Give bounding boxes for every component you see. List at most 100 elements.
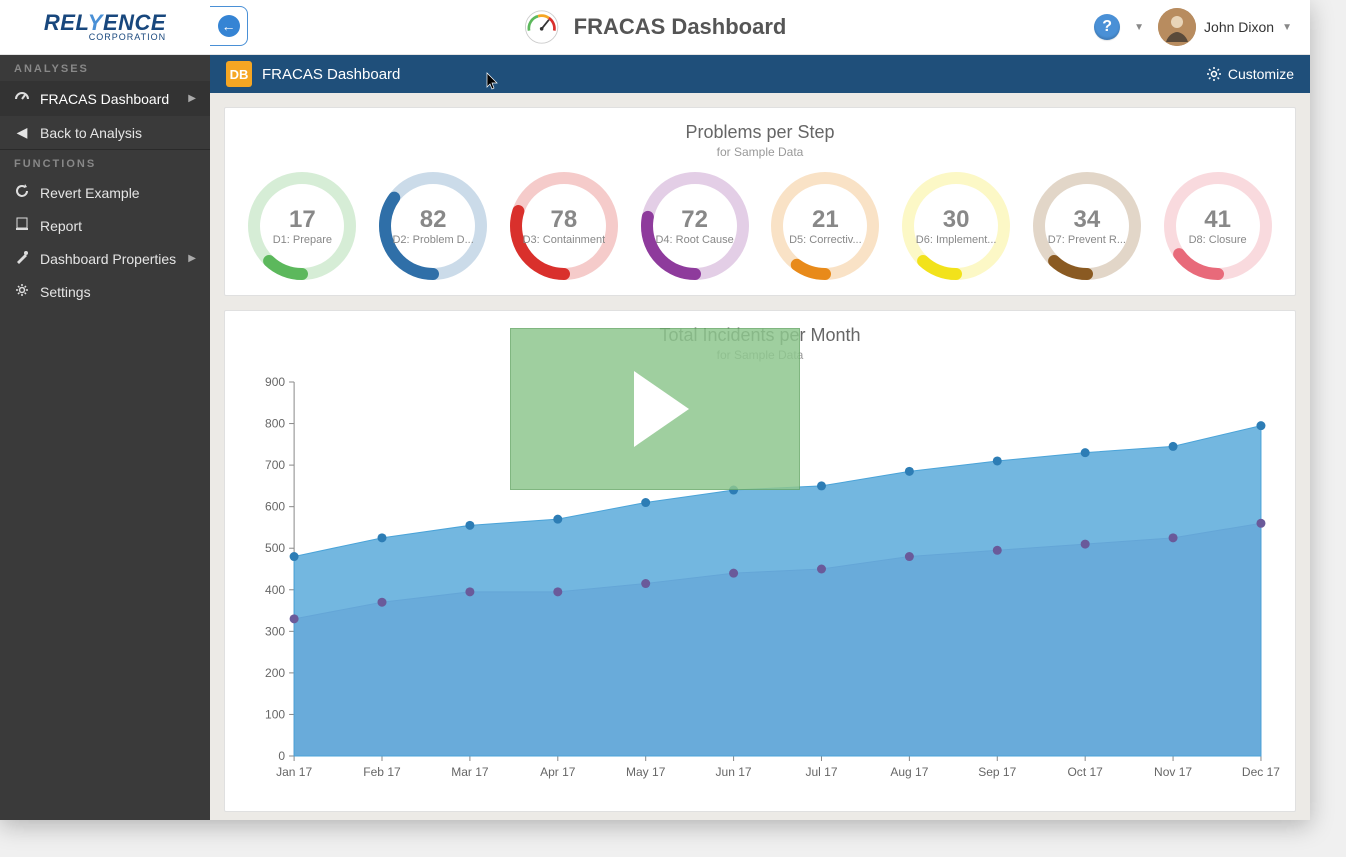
gear-icon bbox=[1206, 66, 1222, 82]
sidebar-item-label: Dashboard Properties bbox=[40, 251, 176, 267]
sidebar-item-back[interactable]: ◀ Back to Analysis bbox=[0, 116, 210, 149]
svg-text:Jul 17: Jul 17 bbox=[805, 765, 837, 779]
top-bar: RELYENCE CORPORATION ← FRACAS Dashboard … bbox=[0, 0, 1310, 55]
sidebar-item-fracas-dashboard[interactable]: FRACAS Dashboard ▶ bbox=[0, 81, 210, 116]
donut-label: D3: Containment bbox=[523, 234, 606, 246]
revert-icon bbox=[14, 184, 30, 201]
problems-panel-subtitle: for Sample Data bbox=[239, 145, 1281, 159]
svg-text:500: 500 bbox=[265, 541, 285, 555]
donut-value: 78 bbox=[551, 206, 578, 234]
donut-4: 21D5: Correctiv... bbox=[762, 171, 889, 281]
svg-text:Jan 17: Jan 17 bbox=[276, 765, 312, 779]
svg-text:Feb 17: Feb 17 bbox=[363, 765, 401, 779]
report-icon bbox=[14, 217, 30, 234]
donut-7: 41D8: Closure bbox=[1154, 171, 1281, 281]
donut-1: 82D2: Problem D... bbox=[370, 171, 497, 281]
main-area: DB FRACAS Dashboard Customize Problems p… bbox=[210, 55, 1310, 820]
sidebar-section-analyses: ANALYSES bbox=[0, 55, 210, 81]
dashboard-icon bbox=[14, 89, 30, 108]
donut-2: 78D3: Containment bbox=[501, 171, 628, 281]
svg-text:0: 0 bbox=[278, 749, 285, 763]
user-name: John Dixon bbox=[1204, 19, 1274, 35]
app-window: RELYENCE CORPORATION ← FRACAS Dashboard … bbox=[0, 0, 1310, 820]
sidebar-item-label: Report bbox=[40, 218, 82, 234]
user-menu[interactable]: John Dixon ▼ bbox=[1158, 8, 1292, 46]
svg-text:100: 100 bbox=[265, 707, 285, 721]
gauge-icon bbox=[524, 9, 560, 45]
user-dropdown-caret: ▼ bbox=[1282, 22, 1292, 33]
sidebar-item-label: Back to Analysis bbox=[40, 125, 142, 141]
sidebar-item-label: Revert Example bbox=[40, 185, 140, 201]
donuts-row: 17D1: Prepare82D2: Problem D...78D3: Con… bbox=[239, 171, 1281, 281]
donut-value: 72 bbox=[681, 206, 708, 234]
properties-icon bbox=[14, 250, 30, 267]
sidebar-item-revert[interactable]: Revert Example bbox=[0, 176, 210, 209]
svg-text:Sep 17: Sep 17 bbox=[978, 765, 1016, 779]
svg-text:600: 600 bbox=[265, 500, 285, 514]
help-button[interactable]: ? bbox=[1094, 14, 1120, 40]
donut-label: D4: Root Cause bbox=[655, 234, 733, 246]
sidebar-item-settings[interactable]: Settings bbox=[0, 275, 210, 308]
svg-text:May 17: May 17 bbox=[626, 765, 666, 779]
back-icon: ◀ bbox=[14, 124, 30, 141]
svg-text:400: 400 bbox=[265, 583, 285, 597]
svg-text:900: 900 bbox=[265, 375, 285, 389]
svg-text:300: 300 bbox=[265, 624, 285, 638]
donut-6: 34D7: Prevent R... bbox=[1024, 171, 1151, 281]
donut-label: D6: Implement... bbox=[916, 234, 997, 246]
chevron-right-icon: ▶ bbox=[188, 93, 196, 104]
svg-text:Aug 17: Aug 17 bbox=[890, 765, 928, 779]
dashboard-content: Problems per Step for Sample Data 17D1: … bbox=[210, 93, 1310, 820]
donut-value: 30 bbox=[943, 206, 970, 234]
sidebar-collapse-button[interactable]: ← bbox=[210, 6, 248, 46]
svg-text:700: 700 bbox=[265, 458, 285, 472]
donut-value: 21 bbox=[812, 206, 839, 234]
incidents-panel-title: Total Incidents per Month bbox=[239, 325, 1281, 346]
db-badge: DB bbox=[226, 61, 252, 87]
logo: RELYENCE CORPORATION bbox=[0, 0, 210, 55]
donut-value: 41 bbox=[1204, 206, 1231, 234]
sidebar-item-label: FRACAS Dashboard bbox=[40, 91, 169, 107]
donut-3: 72D4: Root Cause bbox=[631, 171, 758, 281]
donut-label: D7: Prevent R... bbox=[1048, 234, 1126, 246]
svg-text:Dec 17: Dec 17 bbox=[1242, 765, 1280, 779]
donut-0: 17D1: Prepare bbox=[239, 171, 366, 281]
customize-button[interactable]: Customize bbox=[1206, 66, 1294, 82]
sidebar-item-properties[interactable]: Dashboard Properties ▶ bbox=[0, 242, 210, 275]
donut-label: D2: Problem D... bbox=[392, 234, 473, 246]
customize-label: Customize bbox=[1228, 66, 1294, 82]
problems-panel-title: Problems per Step bbox=[239, 122, 1281, 143]
svg-text:800: 800 bbox=[265, 417, 285, 431]
dashboard-title: FRACAS Dashboard bbox=[262, 66, 400, 83]
page-title-area: FRACAS Dashboard bbox=[524, 9, 787, 45]
donut-label: D1: Prepare bbox=[273, 234, 332, 246]
help-dropdown-caret[interactable]: ▼ bbox=[1134, 22, 1144, 33]
sidebar: ANALYSES FRACAS Dashboard ▶ ◀ Back to An… bbox=[0, 55, 210, 820]
donut-label: D8: Closure bbox=[1189, 234, 1247, 246]
avatar bbox=[1158, 8, 1196, 46]
sidebar-item-report[interactable]: Report bbox=[0, 209, 210, 242]
svg-text:Oct 17: Oct 17 bbox=[1067, 765, 1103, 779]
incidents-panel-subtitle: for Sample Data bbox=[239, 348, 1281, 362]
donut-value: 17 bbox=[289, 206, 316, 234]
svg-text:Jun 17: Jun 17 bbox=[716, 765, 752, 779]
incidents-panel: Total Incidents per Month for Sample Dat… bbox=[224, 310, 1296, 812]
donut-label: D5: Correctiv... bbox=[789, 234, 862, 246]
chevron-right-icon: ▶ bbox=[188, 253, 196, 264]
page-title: FRACAS Dashboard bbox=[574, 14, 787, 40]
donut-value: 34 bbox=[1074, 206, 1101, 234]
incidents-chart: 0 100 200 300 400 500 600 700 800 900 Jan 17 Feb 17… bbox=[239, 372, 1281, 797]
svg-text:Apr 17: Apr 17 bbox=[540, 765, 576, 779]
logo-text: RELYENCE bbox=[44, 12, 166, 34]
donut-value: 82 bbox=[420, 206, 447, 234]
problems-panel: Problems per Step for Sample Data 17D1: … bbox=[224, 107, 1296, 296]
sidebar-item-label: Settings bbox=[40, 284, 91, 300]
donut-5: 30D6: Implement... bbox=[893, 171, 1020, 281]
svg-text:200: 200 bbox=[265, 666, 285, 680]
svg-text:Nov 17: Nov 17 bbox=[1154, 765, 1192, 779]
svg-text:Mar 17: Mar 17 bbox=[451, 765, 489, 779]
collapse-arrow-icon: ← bbox=[218, 15, 240, 37]
sidebar-section-functions: FUNCTIONS bbox=[0, 150, 210, 176]
dashboard-header: DB FRACAS Dashboard Customize bbox=[210, 55, 1310, 93]
settings-icon bbox=[14, 283, 30, 300]
